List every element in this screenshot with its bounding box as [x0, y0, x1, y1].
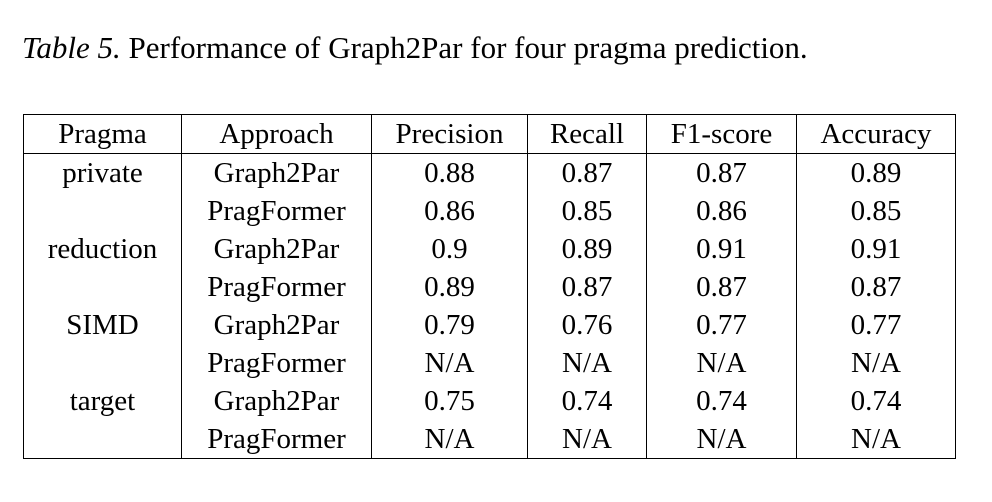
f1-cell: 0.87	[646, 268, 797, 306]
approach-cell: Graph2Par	[181, 230, 372, 268]
table-row: PragFormer N/A N/A N/A N/A	[23, 344, 956, 382]
header-cell: F1-score	[646, 114, 797, 154]
precision-cell: N/A	[371, 420, 528, 459]
accuracy-cell: 0.74	[796, 382, 956, 420]
approach-cell: Graph2Par	[181, 306, 372, 344]
pragma-cell: private	[23, 153, 182, 192]
f1-cell: 0.87	[646, 153, 797, 192]
header-cell: Pragma	[23, 114, 182, 154]
pragma-cell	[23, 344, 182, 382]
f1-cell: N/A	[646, 344, 797, 382]
table-row: private Graph2Par 0.88 0.87 0.87 0.89	[23, 153, 956, 192]
approach-cell: PragFormer	[181, 268, 372, 306]
caption-text: Performance of Graph2Par for four pragma…	[120, 30, 808, 65]
header-cell: Precision	[371, 114, 528, 154]
pragma-cell	[23, 192, 182, 230]
caption-label: Table 5.	[22, 30, 121, 65]
table-row: PragFormer 0.86 0.85 0.86 0.85	[23, 192, 956, 230]
precision-cell: 0.79	[371, 306, 528, 344]
pragma-cell	[23, 268, 182, 306]
recall-cell: 0.87	[527, 268, 647, 306]
precision-cell: 0.89	[371, 268, 528, 306]
table-caption: Table 5. Performance of Graph2Par for fo…	[22, 28, 808, 68]
recall-cell: N/A	[527, 344, 647, 382]
recall-cell: 0.76	[527, 306, 647, 344]
precision-cell: 0.88	[371, 153, 528, 192]
accuracy-cell: N/A	[796, 344, 956, 382]
results-table: Pragma Approach Precision Recall F1-scor…	[23, 114, 956, 459]
approach-cell: PragFormer	[181, 420, 372, 459]
accuracy-cell: N/A	[796, 420, 956, 459]
approach-cell: PragFormer	[181, 344, 372, 382]
precision-cell: N/A	[371, 344, 528, 382]
accuracy-cell: 0.87	[796, 268, 956, 306]
approach-cell: Graph2Par	[181, 382, 372, 420]
recall-cell: N/A	[527, 420, 647, 459]
f1-cell: 0.77	[646, 306, 797, 344]
recall-cell: 0.74	[527, 382, 647, 420]
precision-cell: 0.9	[371, 230, 528, 268]
table-row: SIMD Graph2Par 0.79 0.76 0.77 0.77	[23, 306, 956, 344]
f1-cell: 0.74	[646, 382, 797, 420]
accuracy-cell: 0.77	[796, 306, 956, 344]
table-row: PragFormer N/A N/A N/A N/A	[23, 420, 956, 459]
accuracy-cell: 0.89	[796, 153, 956, 192]
pragma-cell: SIMD	[23, 306, 182, 344]
recall-cell: 0.85	[527, 192, 647, 230]
f1-cell: 0.86	[646, 192, 797, 230]
recall-cell: 0.87	[527, 153, 647, 192]
table-row: reduction Graph2Par 0.9 0.89 0.91 0.91	[23, 230, 956, 268]
precision-cell: 0.75	[371, 382, 528, 420]
f1-cell: N/A	[646, 420, 797, 459]
table-row: PragFormer 0.89 0.87 0.87 0.87	[23, 268, 956, 306]
recall-cell: 0.89	[527, 230, 647, 268]
header-row: Pragma Approach Precision Recall F1-scor…	[23, 114, 956, 154]
pragma-cell	[23, 420, 182, 459]
approach-cell: Graph2Par	[181, 153, 372, 192]
precision-cell: 0.86	[371, 192, 528, 230]
header-cell: Recall	[527, 114, 647, 154]
pragma-cell: reduction	[23, 230, 182, 268]
accuracy-cell: 0.91	[796, 230, 956, 268]
header-cell: Approach	[181, 114, 372, 154]
accuracy-cell: 0.85	[796, 192, 956, 230]
approach-cell: PragFormer	[181, 192, 372, 230]
table-row: target Graph2Par 0.75 0.74 0.74 0.74	[23, 382, 956, 420]
f1-cell: 0.91	[646, 230, 797, 268]
header-cell: Accuracy	[796, 114, 956, 154]
pragma-cell: target	[23, 382, 182, 420]
